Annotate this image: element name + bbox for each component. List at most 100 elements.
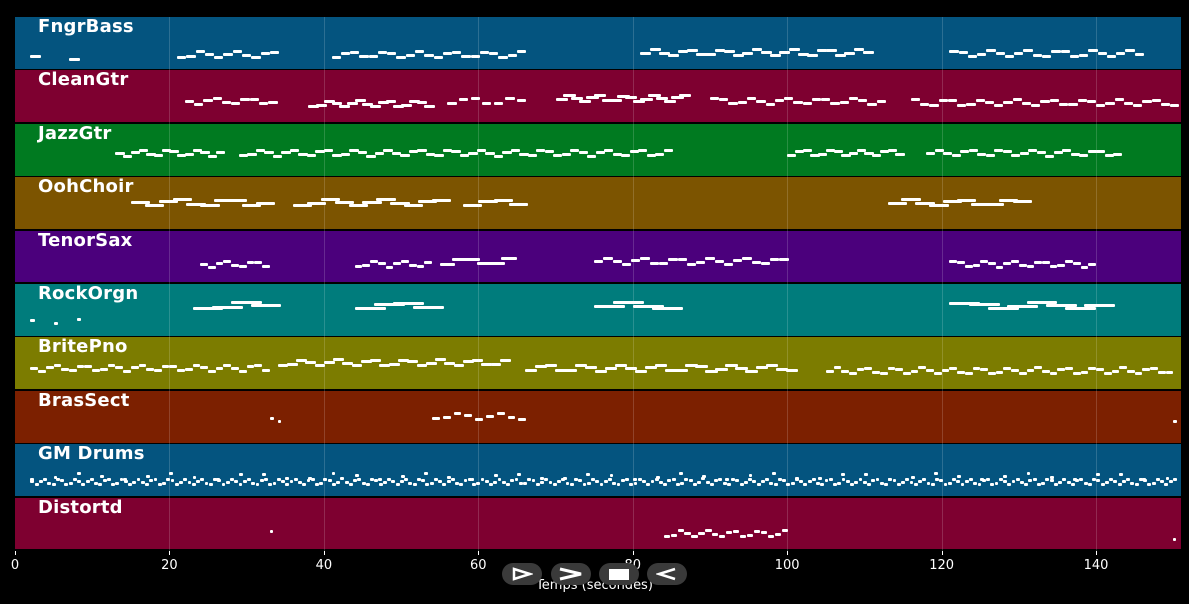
rewind-button[interactable] [647, 563, 687, 585]
note [242, 479, 247, 483]
note [94, 481, 98, 485]
note [825, 148, 836, 152]
track-label: TenorSax [38, 230, 133, 251]
note [1142, 368, 1151, 372]
note [790, 481, 795, 485]
note [663, 483, 668, 487]
tick-mark [632, 551, 634, 555]
note [671, 96, 684, 100]
note [594, 369, 608, 373]
note [255, 202, 276, 206]
note [655, 153, 665, 157]
note [896, 483, 901, 487]
note [603, 256, 613, 260]
track-brassect[interactable]: BrasSect [15, 390, 1181, 443]
note [714, 48, 726, 52]
forward-button[interactable] [551, 563, 591, 585]
note [186, 202, 206, 206]
note [810, 153, 820, 157]
note [1114, 98, 1124, 102]
note [480, 477, 485, 481]
note [648, 94, 661, 98]
note [844, 52, 856, 56]
note [578, 478, 583, 482]
note [509, 203, 529, 207]
note [926, 151, 936, 155]
note [779, 258, 789, 262]
track-tenorsax[interactable]: TenorSax [15, 230, 1181, 283]
note [540, 481, 544, 485]
note [387, 477, 392, 481]
note [489, 261, 505, 265]
note [825, 369, 834, 373]
note [895, 153, 905, 157]
note [748, 474, 753, 478]
note [586, 95, 599, 99]
tick-label: 0 [10, 558, 20, 573]
stop-button[interactable] [599, 563, 639, 585]
note [378, 483, 383, 487]
note [366, 154, 376, 158]
track-gm-drums[interactable]: GM Drums [15, 444, 1181, 497]
note [407, 360, 419, 364]
note [296, 358, 307, 362]
note [702, 475, 707, 479]
note [765, 102, 775, 106]
note [38, 479, 43, 483]
note [818, 477, 822, 481]
note [1062, 477, 1067, 481]
track-distortd[interactable]: Distortd [15, 497, 1181, 550]
note [255, 483, 260, 487]
note [760, 531, 768, 535]
note [1003, 262, 1012, 266]
note [686, 262, 697, 266]
note [752, 480, 757, 484]
track-britepno[interactable]: BritePno [15, 337, 1181, 390]
note [686, 48, 698, 52]
note [1065, 367, 1073, 371]
note [574, 364, 588, 368]
note [943, 200, 963, 204]
note [285, 483, 290, 487]
note [479, 50, 490, 54]
note [323, 361, 335, 365]
note [751, 261, 761, 265]
note [368, 55, 378, 59]
note [841, 477, 846, 481]
track-jazzgtr[interactable]: JazzGtr [15, 123, 1181, 176]
note [138, 148, 148, 152]
note [646, 153, 656, 157]
track-label: JazzGtr [38, 123, 112, 144]
track-oohchoir[interactable]: OohChoir [15, 177, 1181, 230]
note [417, 149, 427, 153]
track-fngrbass[interactable]: FngrBass [15, 17, 1181, 69]
note [811, 477, 816, 481]
note [1036, 151, 1046, 155]
note [735, 366, 748, 370]
note [612, 481, 617, 485]
note [578, 151, 588, 155]
note [1023, 49, 1033, 53]
track-rockorgn[interactable]: RockOrgn [15, 284, 1181, 336]
note [536, 149, 546, 153]
note [268, 482, 273, 486]
note [1134, 482, 1139, 486]
note [45, 365, 54, 369]
track-cleangtr[interactable]: CleanGtr [15, 70, 1181, 123]
note [69, 58, 80, 62]
note [527, 153, 537, 157]
note [845, 479, 850, 483]
note [929, 204, 949, 208]
note [333, 358, 344, 362]
note [850, 483, 854, 487]
note [405, 53, 415, 57]
play-button[interactable] [502, 563, 542, 585]
note [223, 53, 233, 57]
note [115, 366, 124, 370]
note [952, 477, 956, 481]
note [1096, 149, 1106, 153]
note [933, 372, 942, 376]
note [793, 101, 803, 105]
note [81, 483, 86, 487]
note [980, 478, 985, 482]
